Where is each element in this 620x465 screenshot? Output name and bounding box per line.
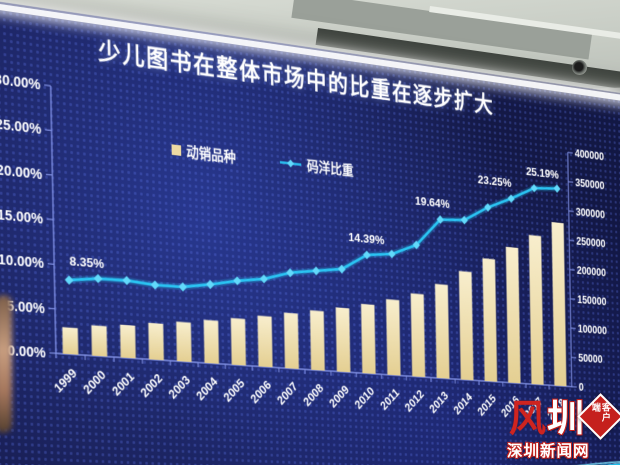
year-label: 2008	[301, 381, 326, 409]
year-label: 2003	[166, 372, 193, 401]
bar	[411, 293, 426, 377]
year-label: 2010	[352, 384, 376, 412]
data-label: 19.64%	[415, 193, 450, 210]
year-label: 2001	[109, 369, 137, 399]
left-axis-label: 25.00%	[0, 117, 42, 139]
left-axis-tick	[46, 174, 52, 175]
site-name: 深圳新闻网	[503, 439, 620, 461]
bar	[120, 325, 136, 359]
bar	[435, 284, 450, 379]
data-label: 8.35%	[69, 254, 104, 272]
news-watermark: 风 圳 深圳新闻网 客户端	[503, 394, 620, 465]
bar	[529, 235, 544, 385]
right-axis-label: 250000	[576, 235, 605, 250]
bar	[176, 322, 191, 363]
right-axis-label: 350000	[575, 177, 604, 193]
left-axis-label: 20.00%	[0, 162, 43, 183]
shenzhen-logo-char: 圳	[547, 400, 584, 438]
legend-bar-swatch	[171, 144, 181, 156]
left-axis-tick	[44, 85, 50, 86]
year-label: 2013	[427, 388, 451, 415]
legend-line-marker	[287, 160, 294, 168]
bar	[148, 323, 164, 361]
bar	[361, 304, 376, 374]
data-label: 25.19%	[526, 164, 559, 181]
right-axis-tick	[569, 211, 574, 212]
bar	[258, 316, 273, 368]
right-axis-label: 0	[579, 381, 584, 394]
right-axis-tick	[568, 182, 573, 183]
right-axis-label: 150000	[577, 294, 606, 309]
year-label: 1999	[51, 365, 79, 395]
legend-line-label: 码洋比重	[307, 157, 354, 179]
left-axis-tick	[48, 264, 54, 265]
year-label: 2011	[378, 385, 402, 412]
year-label: 2015	[475, 391, 498, 418]
left-axis-label: 10.00%	[0, 252, 44, 272]
bar	[506, 247, 521, 384]
legend-bar-label: 动销品种	[186, 143, 236, 166]
year-label: 2012	[402, 387, 426, 415]
left-axis-label: 5.00%	[6, 298, 45, 317]
right-axis-tick	[569, 240, 574, 241]
year-label: 2009	[327, 382, 352, 410]
year-label: 2004	[193, 373, 220, 403]
year-label: 2007	[274, 379, 299, 407]
right-axis-label: 50000	[578, 352, 603, 366]
data-label: 14.39%	[348, 229, 384, 246]
left-axis-tick	[45, 130, 51, 131]
left-axis-label: 30.00%	[0, 71, 41, 93]
bar	[91, 325, 107, 356]
bar	[386, 299, 401, 375]
right-axis-label: 300000	[576, 206, 605, 221]
right-axis-label: 400000	[575, 148, 604, 164]
shenzhen-logo-emblem-icon: 风	[509, 400, 546, 438]
bar	[62, 327, 78, 355]
blurred-audience-head	[0, 295, 12, 433]
right-axis-label: 100000	[578, 323, 607, 338]
bar	[284, 313, 299, 369]
bar	[231, 318, 246, 366]
year-label: 2002	[138, 371, 165, 400]
photo-scene: 少儿图书在整体市场中的比重在逐步扩大 30.00% 25.00% 20.00% 15.…	[0, 0, 620, 465]
bar	[310, 310, 325, 370]
year-label: 2000	[80, 367, 108, 397]
data-label: 23.25%	[478, 173, 512, 190]
left-axis-tick	[47, 219, 53, 220]
client-app-badge-text: 客户端	[591, 402, 611, 431]
left-axis-label: 15.00%	[0, 207, 44, 228]
bar	[204, 320, 219, 364]
bar	[336, 307, 351, 372]
year-label: 2014	[451, 389, 475, 417]
ceiling-speaker-icon	[572, 60, 587, 75]
bar	[459, 271, 474, 380]
year-label: 2005	[221, 376, 247, 405]
bar	[552, 222, 567, 386]
bar	[482, 258, 497, 382]
right-axis-tick	[568, 152, 573, 153]
year-label: 2006	[248, 377, 274, 406]
right-axis-label: 200000	[577, 265, 606, 280]
left-axis-label: 0.00%	[7, 343, 46, 362]
